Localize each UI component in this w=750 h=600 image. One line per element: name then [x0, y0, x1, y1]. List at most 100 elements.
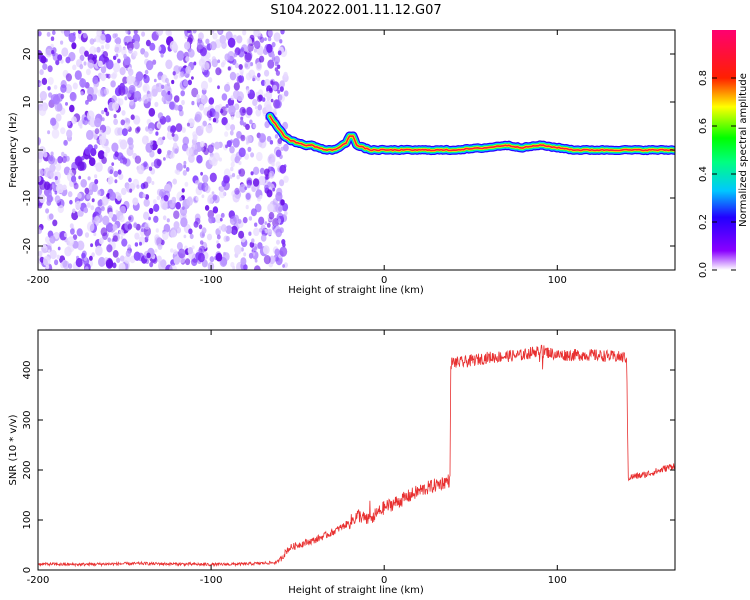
- noise-blob: [113, 114, 117, 119]
- noise-blob: [162, 136, 166, 141]
- noise-blob: [112, 33, 117, 39]
- noise-blob: [85, 99, 89, 105]
- noise-blob: [188, 48, 195, 58]
- noise-blob: [113, 170, 119, 178]
- noise-blob: [68, 32, 76, 43]
- noise-blob: [69, 92, 77, 102]
- noise-blob: [259, 55, 265, 63]
- noise-blob: [130, 76, 136, 83]
- noise-blob: [67, 120, 71, 126]
- noise-blob: [38, 31, 42, 37]
- noise-blob: [86, 194, 91, 200]
- noise-blob: [232, 265, 236, 270]
- noise-blob: [91, 252, 95, 258]
- noise-blob: [54, 190, 58, 195]
- noise-blob: [196, 40, 204, 50]
- noise-blob: [106, 244, 113, 253]
- noise-blob: [191, 245, 195, 250]
- noise-blob: [136, 126, 141, 132]
- noise-blob: [51, 128, 60, 139]
- noise-blob: [244, 153, 250, 160]
- noise-blob: [232, 229, 237, 236]
- noise-blob: [81, 252, 86, 259]
- noise-blob: [253, 48, 257, 53]
- noise-blob: [153, 78, 157, 83]
- noise-blob: [94, 215, 100, 224]
- noise-blob: [92, 76, 99, 85]
- noise-blob: [252, 166, 260, 175]
- noise-blob: [272, 84, 278, 91]
- noise-blob: [209, 172, 217, 183]
- noise-blob: [70, 228, 75, 235]
- noise-blob: [234, 187, 240, 195]
- noise-blob: [187, 34, 194, 42]
- noise-blob: [96, 46, 101, 53]
- noise-blob: [225, 123, 231, 131]
- noise-blob: [185, 258, 191, 266]
- noise-blob: [183, 80, 189, 87]
- noise-blob: [45, 189, 52, 198]
- noise-blob: [252, 178, 260, 187]
- noise-blob: [170, 229, 177, 238]
- noise-blob: [38, 139, 41, 145]
- noise-blob: [62, 260, 70, 270]
- noise-blob: [250, 208, 257, 217]
- noise-blob: [154, 101, 159, 108]
- noise-blob: [211, 191, 215, 195]
- noise-blob: [112, 262, 117, 269]
- noise-blob: [197, 252, 205, 263]
- noise-blob: [69, 169, 72, 174]
- noise-blob: [88, 157, 96, 167]
- noise-blob: [38, 168, 44, 177]
- noise-blob: [279, 246, 288, 257]
- noise-blob: [230, 166, 234, 172]
- noise-blob: [267, 203, 274, 213]
- noise-blob: [272, 187, 276, 192]
- noise-blob: [255, 151, 263, 162]
- noise-blob: [84, 146, 91, 155]
- noise-blob: [65, 155, 70, 162]
- noise-blob: [198, 32, 204, 40]
- noise-blob: [169, 199, 173, 205]
- noise-blob: [60, 40, 64, 45]
- noise-blob: [47, 249, 51, 254]
- noise-blob: [267, 30, 274, 37]
- noise-blob: [173, 95, 180, 103]
- noise-blob: [46, 199, 52, 206]
- figure-title: S104.2022.001.11.12.G07: [270, 3, 441, 18]
- noise-blob: [123, 53, 127, 59]
- noise-blob: [110, 80, 116, 88]
- noise-blob: [101, 117, 105, 122]
- noise-blob: [181, 188, 185, 193]
- noise-blob: [264, 37, 267, 41]
- noise-blob: [136, 184, 140, 189]
- noise-blob: [126, 41, 134, 51]
- noise-blob: [240, 257, 247, 266]
- noise-blob: [236, 174, 240, 180]
- noise-blob: [179, 206, 188, 216]
- y-tick-label: 100: [22, 510, 33, 529]
- noise-blob: [105, 43, 110, 50]
- noise-blob: [281, 239, 286, 245]
- noise-blob: [220, 61, 225, 68]
- noise-blob: [97, 60, 103, 68]
- noise-blob: [283, 143, 289, 152]
- noise-blob: [174, 148, 179, 154]
- noise-blob: [52, 95, 61, 105]
- noise-blob: [50, 151, 54, 156]
- noise-blob: [206, 110, 213, 118]
- noise-blob: [170, 128, 174, 133]
- noise-blob: [67, 236, 75, 246]
- noise-blob: [277, 64, 281, 70]
- noise-blob: [98, 135, 107, 146]
- noise-blob: [229, 71, 237, 81]
- noise-blob: [173, 142, 178, 149]
- noise-blob: [219, 217, 223, 222]
- noise-blob: [127, 244, 132, 250]
- noise-blob: [56, 254, 61, 260]
- noise-blob: [184, 41, 191, 50]
- noise-blob: [221, 117, 228, 126]
- noise-blob: [62, 184, 67, 191]
- noise-blob: [60, 59, 64, 64]
